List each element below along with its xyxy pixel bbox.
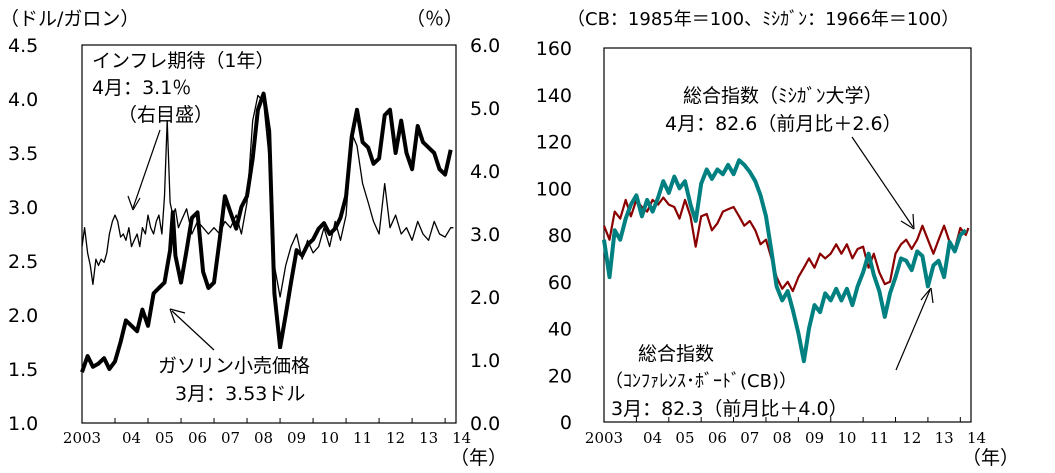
left-y-axis-ticks: 1.0 1.5 2.0 2.5 3.0 3.5 4.0 4.5 (8, 35, 38, 435)
x-tick-label: 08 (254, 429, 273, 447)
inflation-expectation-annotation: インフレ期待（1年） 4月：3.1％ （右目盛） (92, 50, 275, 211)
left-chart-series (80, 91, 454, 373)
right-chart-y-tick-label: 40 (548, 319, 572, 341)
right-x-tick-label: 09 (805, 429, 824, 447)
right-chart-y-tick-label: 20 (548, 365, 572, 387)
right-chart-y-axis-ticks: 0 20 40 60 80 100 120 140 160 (536, 38, 572, 434)
michigan-annotation-line2: 4月：82.6（前月比＋2.6） (665, 113, 902, 135)
right-y-tick-label: 4.0 (470, 161, 500, 183)
right-chart-y-tick-label: 100 (536, 178, 572, 200)
right-chart-y-tick-label: 80 (548, 225, 572, 247)
x-tick-label: 14 (452, 429, 471, 447)
conference-board-annotation: 総合指数 （ｺﾝﾌｧﾚﾝｽ･ﾎﾞｰﾄﾞ(CB)） 3月：82.3（前月比＋4.0… (605, 287, 934, 420)
right-x-tick-label: 07 (740, 429, 759, 447)
left-y-tick-label: 4.0 (8, 89, 38, 111)
right-x-tick-label: 05 (675, 429, 694, 447)
x-tick-label: 06 (188, 429, 207, 447)
inflation-annotation-line1: インフレ期待（1年） (92, 50, 275, 72)
x-tick-label: 09 (287, 429, 306, 447)
right-chart-y-tick-label: 120 (536, 132, 572, 154)
right-x-tick-label: 10 (837, 429, 856, 447)
inflation-expectation-line (81, 94, 454, 298)
right-x-tick-label: 12 (902, 429, 921, 447)
right-x-tick-label: 13 (935, 429, 954, 447)
x-tick-label: 04 (122, 429, 141, 447)
cb-annotation-line1: 総合指数 (638, 343, 714, 365)
right-chart-y-tick-label: 140 (536, 85, 572, 107)
x-axis-tick-labels: 2003 04 05 06 07 08 09 10 11 12 13 14 (63, 429, 471, 447)
left-y-tick-label: 4.5 (8, 35, 38, 57)
michigan-annotation: 総合指数（ﾐｼｶﾞﾝ大学） 4月：82.6（前月比＋2.6） (665, 85, 915, 230)
right-x-tick-label: 11 (870, 429, 889, 447)
gasoline-price-line (80, 91, 453, 373)
inflation-annotation-line2: 4月：3.1％ (92, 77, 191, 99)
right-chart-y-tick-label: 160 (536, 38, 572, 60)
right-y-tick-label: 3.0 (470, 224, 500, 246)
inflation-annotation-line3: （右目盛） (118, 104, 213, 126)
left-y-tick-label: 2.5 (8, 251, 38, 273)
x-tick-label: 11 (353, 429, 372, 447)
right-x-axis-tick-labels: 2003 04 05 06 07 08 09 10 11 12 13 14 (585, 429, 986, 447)
right-chart-unit-label: （CB：1985年＝100、ﾐｼｶﾞﾝ：1966年＝100） (567, 9, 959, 30)
right-y-axis-ticks: 0.0 1.0 2.0 3.0 4.0 5.0 6.0 (470, 35, 500, 435)
right-x-axis-unit-label: （年） (962, 447, 1019, 469)
x-tick-label: 10 (320, 429, 339, 447)
x-axis-unit-label: （年） (450, 447, 507, 469)
left-plot-frame (81, 44, 457, 424)
gasoline-annotation-line2: 3月：3.53ドル (175, 383, 305, 405)
x-tick-label: 07 (221, 429, 240, 447)
right-chart-y-tick-label: 60 (548, 272, 572, 294)
inflation-annotation-arrow (132, 129, 161, 209)
cb-annotation-line3: 3月：82.3（前月比＋4.0） (611, 398, 848, 420)
right-chart: （CB：1985年＝100、ﾐｼｶﾞﾝ：1966年＝100） 0 20 40 60 80… (536, 9, 1019, 469)
right-x-tick-label: 08 (773, 429, 792, 447)
michigan-annotation-line1: 総合指数（ﾐｼｶﾞﾝ大学） (683, 85, 883, 107)
cb-annotation-arrowhead (920, 287, 934, 304)
left-y-tick-label: 2.0 (8, 305, 38, 327)
right-chart-series (602, 158, 970, 364)
right-y-tick-label: 6.0 (470, 35, 500, 57)
left-y-tick-label: 1.5 (8, 359, 38, 381)
michigan-index-line (602, 196, 970, 293)
left-chart: （ドル/ガロン） （％） 1.0 1.5 2.0 2.5 3.0 3.5 4.0 4.5 0.… (0, 8, 507, 469)
right-y-tick-label: 2.0 (470, 287, 500, 309)
right-x-tick-label: 14 (967, 429, 986, 447)
cb-annotation-arrow (895, 289, 931, 371)
right-x-tick-label: 06 (708, 429, 727, 447)
gasoline-annotation-arrow (171, 310, 215, 351)
x-axis-tick-marks (81, 418, 446, 423)
cb-annotation-line2: （ｺﾝﾌｧﾚﾝｽ･ﾎﾞｰﾄﾞ(CB)） (605, 371, 797, 392)
x-tick-label: 13 (419, 429, 438, 447)
inflation-annotation-arrowhead (127, 195, 141, 211)
left-axis-unit-label: （ドル/ガロン） (0, 8, 139, 30)
x-tick-label: 12 (386, 429, 405, 447)
right-x-tick-label: 04 (643, 429, 662, 447)
michigan-annotation-arrowhead (900, 213, 915, 230)
right-y-tick-label: 0.0 (470, 413, 500, 435)
left-y-tick-label: 3.5 (8, 143, 38, 165)
gasoline-price-annotation: ガソリン小売価格 3月：3.53ドル (155, 308, 375, 407)
left-y-tick-label: 1.0 (8, 413, 38, 435)
right-plot-frame (603, 47, 972, 423)
right-chart-y-tick-label: 0 (560, 412, 572, 434)
gasoline-annotation-line1: ガソリン小売価格 (158, 355, 310, 377)
x-tick-label: 05 (155, 429, 174, 447)
gasoline-annotation-bg (155, 349, 375, 407)
right-x-tick-label: 2003 (585, 429, 623, 447)
right-y-tick-label: 5.0 (470, 98, 500, 120)
right-y-tick-label: 1.0 (470, 350, 500, 372)
left-y-tick-label: 3.0 (8, 197, 38, 219)
conference-board-index-line (602, 158, 968, 364)
x-tick-label: 2003 (63, 429, 101, 447)
michigan-annotation-arrow (851, 136, 914, 228)
right-x-axis-tick-marks (603, 417, 961, 422)
right-axis-unit-label: （％） (406, 8, 463, 30)
gasoline-annotation-arrowhead (169, 308, 186, 324)
